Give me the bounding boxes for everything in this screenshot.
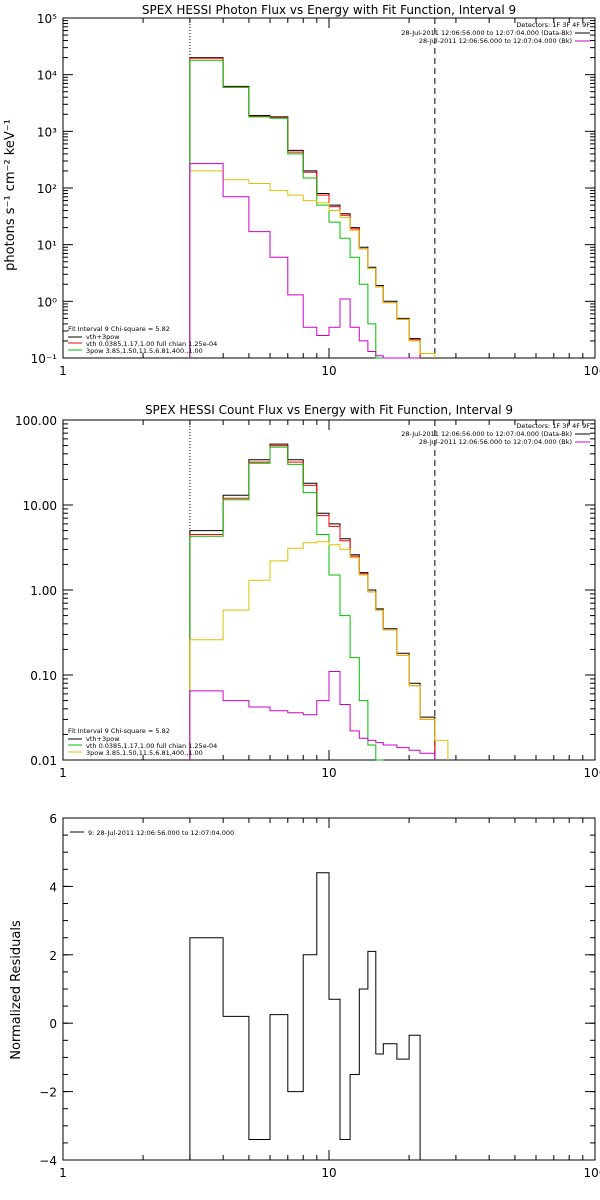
y-tick-label: 1.00 — [30, 584, 57, 598]
photon-flux-frame — [62, 17, 596, 359]
detector-legend-line: 28-Jul-2011 12:06:56.000 to 12:07:04.000… — [419, 438, 572, 446]
y-tick-label: −4 — [39, 1154, 57, 1168]
series-vth — [189, 59, 384, 359]
y-tick-label: 6 — [49, 812, 57, 826]
y-tick-label: 2 — [49, 949, 57, 963]
count-flux-frame — [62, 419, 596, 761]
x-tick-label: 10 — [321, 1166, 336, 1180]
y-tick-label: −2 — [39, 1086, 57, 1100]
photon-flux-title: SPEX HESSI Photon Flux vs Energy with Fi… — [142, 3, 516, 17]
fit-legend-line: vth 0.0385,1.17,1.00 full chian 1.25e-04 — [86, 742, 217, 750]
fit-legend-line: Fit Interval 9 Chi-square = 5.82 — [68, 727, 170, 735]
y-tick-label: 4 — [49, 880, 57, 894]
x-tick-label: 1 — [59, 766, 67, 780]
x-tick-label: 100 — [584, 364, 600, 378]
count-flux-fit-legend: Fit Interval 9 Chi-square = 5.82 vth+3po… — [68, 727, 217, 757]
detector-legend-line: Detectors: 1F 3F 4F 9F — [516, 422, 590, 430]
y-tick-label: 10¹ — [37, 239, 57, 253]
y-tick-label: 100.00 — [15, 414, 57, 428]
fit-legend-line: Fit Interval 9 Chi-square = 5.82 — [68, 325, 170, 333]
series-data-bk — [189, 57, 421, 358]
residuals-panel: Normalized Residuals 1 10 100 −4 −2 0 2 4 6 9: 2… — [9, 812, 600, 1180]
series-9-28-jul-2011-12-06-56-000-to-12-07-04-000 — [189, 872, 421, 1160]
y-tick-label: 10⁻¹ — [31, 352, 58, 366]
series-bk — [189, 163, 421, 359]
y-tick-label: 10³ — [37, 125, 57, 139]
residuals-ylabel: Normalized Residuals — [9, 920, 24, 1060]
photon-flux-axes: 1 10 100 10⁻¹ 10⁰ 10¹ 10² 10³ 10⁴ 10⁵ — [31, 12, 600, 378]
photon-flux-ylabel: photons s⁻¹ cm⁻² keV⁻¹ — [3, 119, 18, 271]
x-tick-label: 1 — [59, 1166, 67, 1180]
residuals-series — [189, 872, 421, 1160]
x-tick-label: 1 — [59, 364, 67, 378]
y-tick-label: 10² — [37, 182, 57, 196]
detector-legend-line: 28-Jul-2011 12:06:56.000 to 12:07:04.000… — [419, 37, 572, 45]
series-bk — [189, 671, 436, 760]
count-flux-axes: 1 10 100 0.01 0.10 1.00 10.00 100.00 — [15, 414, 600, 780]
detector-legend-line: 28-Jul-2011 12:06:56.000 to 12:07:04.000… — [401, 430, 572, 438]
fit-legend-line: vth+3pow — [86, 333, 120, 341]
y-tick-label: 10⁰ — [37, 295, 57, 309]
detector-legend-line: Detectors: 1F 3F 4F 9F — [516, 21, 590, 29]
series-vth — [189, 446, 384, 761]
series-vth-3pow — [189, 57, 421, 358]
y-tick-label: 10⁴ — [37, 69, 57, 83]
y-tick-label: 0.01 — [30, 754, 57, 768]
count-flux-detector-legend: Detectors: 1F 3F 4F 9F 28-Jul-2011 12:06… — [401, 422, 590, 446]
fit-legend-line: 3pow 3.85,1.50,11.5,6.81,400.,1.00 — [86, 749, 203, 757]
count-flux-panel: SPEX HESSI Count Flux vs Energy with Fit… — [15, 403, 600, 780]
y-tick-label: 0.10 — [30, 669, 57, 683]
y-tick-label: 0 — [49, 1017, 57, 1031]
photon-flux-panel: SPEX HESSI Photon Flux vs Energy with Fi… — [3, 3, 600, 378]
residuals-legend: 9: 28-Jul-2011 12:06:56.000 to 12:07:04.… — [70, 829, 234, 837]
x-tick-label: 10 — [321, 766, 336, 780]
fit-legend-line: 3pow 3.85,1.50,11.5,6.81,400.,1.00 — [86, 347, 203, 355]
photon-flux-series — [189, 18, 436, 359]
y-tick-label: 10⁵ — [37, 12, 57, 26]
y-tick-label: 10.00 — [23, 499, 57, 513]
photon-flux-fit-legend: Fit Interval 9 Chi-square = 5.82 vth+3po… — [68, 325, 217, 355]
count-flux-title: SPEX HESSI Count Flux vs Energy with Fit… — [145, 403, 513, 417]
fit-legend-line: vth 0.0385,1.17,1.00 full chian 1.25e-04 — [86, 340, 217, 348]
residuals-axes: 1 10 100 −4 −2 0 2 4 6 — [39, 812, 600, 1180]
detector-legend-line: 28-Jul-2011 12:06:56.000 to 12:07:04.000… — [401, 29, 572, 37]
residuals-legend-label: 9: 28-Jul-2011 12:06:56.000 to 12:07:04.… — [88, 829, 234, 837]
photon-flux-detector-legend: Detectors: 1F 3F 4F 9F 28-Jul-2011 12:06… — [401, 21, 590, 45]
x-tick-label: 100 — [584, 766, 600, 780]
series-data-bk — [189, 443, 436, 760]
x-tick-label: 10 — [321, 364, 336, 378]
x-tick-label: 100 — [584, 1166, 600, 1180]
fit-legend-line: vth+3pow — [86, 735, 120, 743]
series-3pow — [189, 541, 449, 760]
series-3pow — [189, 170, 436, 358]
count-flux-series — [189, 420, 449, 761]
